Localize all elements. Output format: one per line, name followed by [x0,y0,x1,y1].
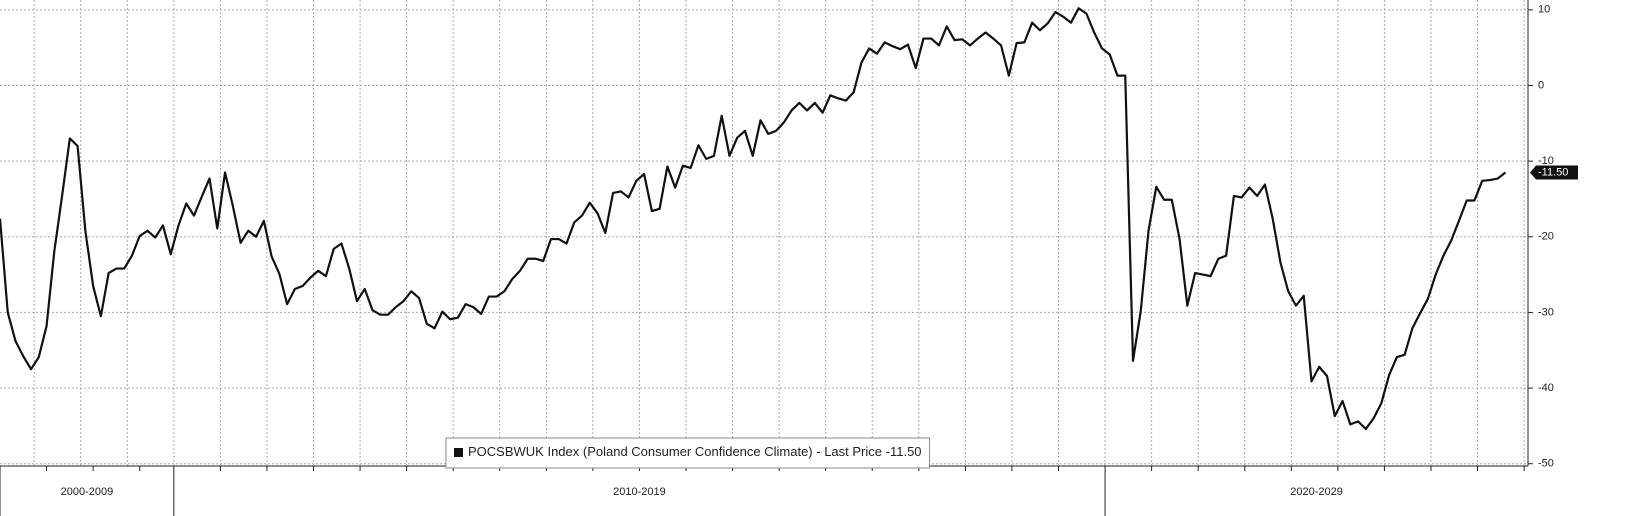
legend: POCSBWUK Index (Poland Consumer Confiden… [445,437,931,469]
x-group-label: 2010-2019 [613,486,666,498]
y-tick-label: 10 [1538,4,1550,16]
legend-last-value: -11.50 [886,444,922,459]
last-price-label: -11.50 [1538,166,1568,178]
legend-label: POCSBWUK Index (Poland Consumer Confiden… [468,444,922,459]
series-line [0,7,1507,431]
x-group-label: 2000-2009 [61,486,114,498]
y-tick-label: -30 [1538,306,1554,318]
y-tick-label: -10 [1538,155,1554,167]
last-price-marker [1530,165,1578,180]
legend-suffix: - Last Price [816,444,882,459]
legend-swatch [454,448,463,457]
y-tick-label: 0 [1538,79,1544,91]
y-tick-label: -50 [1538,458,1554,470]
legend-box [445,437,931,469]
x-group-label: 2020-2029 [1290,486,1343,498]
y-tick-label: -40 [1538,382,1554,394]
legend-series-name: POCSBWUK Index (Poland Consumer Confiden… [468,444,813,459]
y-tick-label: -20 [1538,231,1554,243]
